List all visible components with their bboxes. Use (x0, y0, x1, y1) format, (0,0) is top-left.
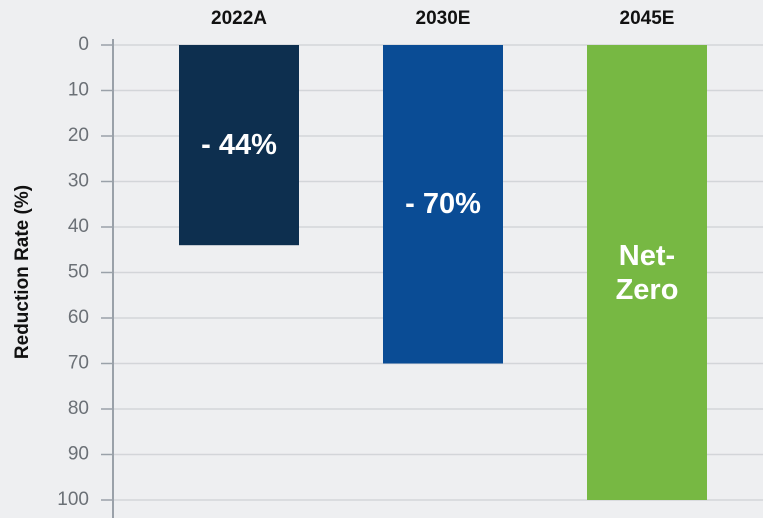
value-label: Net-Zero (615, 239, 679, 306)
x-tick-label: 2030E (416, 8, 471, 29)
bar (179, 45, 299, 246)
x-tick-label: 2045E (620, 8, 675, 29)
y-tick-label: 90 (68, 444, 89, 465)
y-tick-label: 60 (68, 307, 89, 328)
y-tick-label: 30 (68, 171, 89, 192)
y-tick-label: 0 (78, 34, 89, 55)
y-tick-label: 100 (57, 489, 89, 510)
bar (587, 45, 707, 500)
value-label: - 44% (201, 129, 277, 162)
y-tick-label: 10 (68, 80, 89, 101)
y-axis-label: Reduction Rate (%) (12, 185, 33, 359)
bar (383, 45, 503, 364)
y-tick-label: 40 (68, 216, 89, 237)
y-tick-label: 50 (68, 262, 89, 283)
value-label: - 70% (405, 188, 481, 221)
x-tick-label: 2022A (211, 8, 267, 29)
y-tick-label: 70 (68, 353, 89, 374)
y-tick-label: 20 (68, 125, 89, 146)
y-tick-label: 80 (68, 398, 89, 419)
